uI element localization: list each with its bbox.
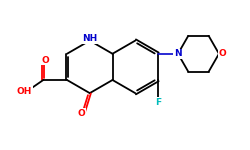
Text: F: F — [155, 98, 161, 107]
Text: O: O — [219, 49, 226, 58]
Text: O: O — [78, 109, 86, 118]
Text: O: O — [42, 56, 49, 64]
Text: OH: OH — [17, 87, 32, 96]
Text: NH: NH — [82, 34, 98, 43]
Text: N: N — [174, 49, 182, 58]
